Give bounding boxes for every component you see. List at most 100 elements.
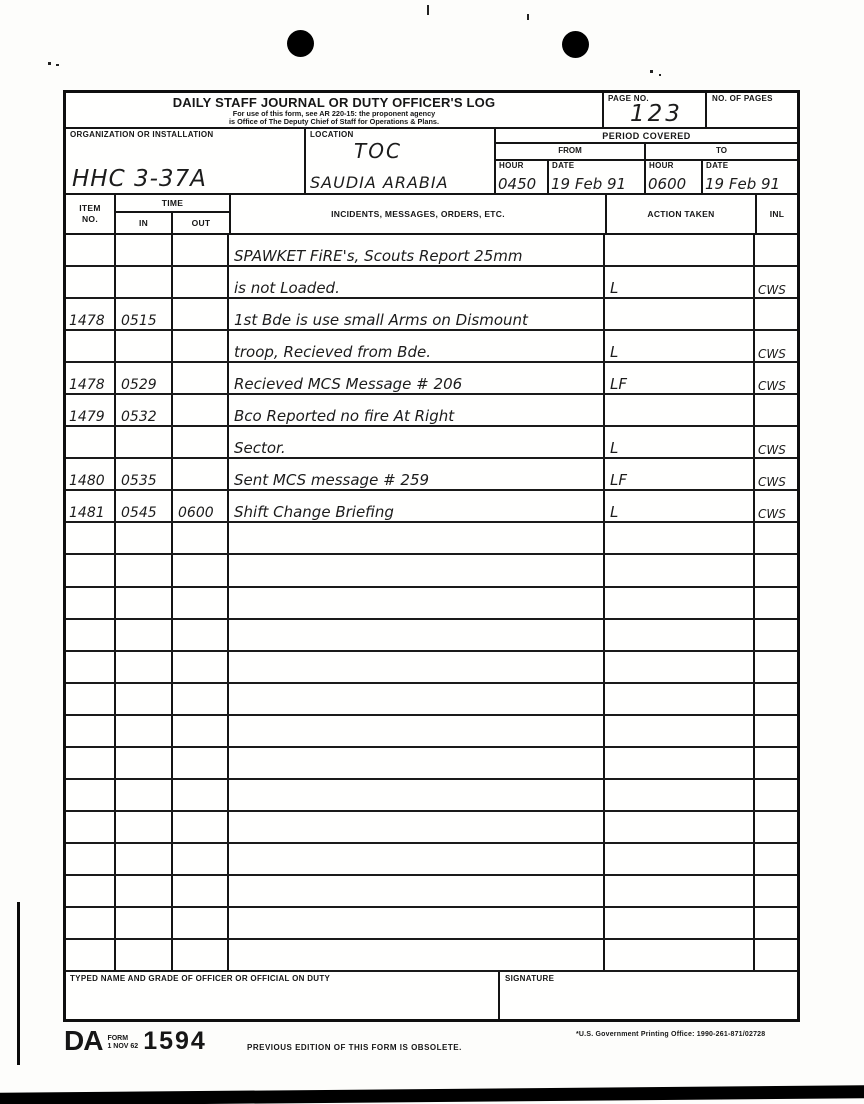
incidents-header: INCIDENTS, MESSAGES, ORDERS, ETC.: [231, 195, 607, 233]
location-label: LOCATION: [310, 130, 354, 139]
journal-cell-action: L: [605, 267, 755, 298]
journal-cell-incident: [229, 683, 605, 714]
time-in-header: IN: [116, 213, 173, 233]
journal-cell-time-in: 0535: [116, 459, 173, 490]
location-cell: LOCATION TOC SAUDIA ARABIA: [306, 129, 496, 193]
scan-speck: [427, 5, 429, 15]
obsolete-note: PREVIOUS EDITION OF THIS FORM IS OBSOLET…: [247, 1043, 462, 1052]
form-word: FORM: [107, 1035, 129, 1042]
journal-cell-item-no: [66, 683, 116, 714]
time-header: TIME IN OUT: [116, 195, 231, 233]
journal-cell-time-in: [116, 811, 173, 842]
journal-cell-initials: CWS: [758, 443, 786, 458]
journal-cell-time-in: [116, 427, 173, 458]
time-header-label: TIME: [116, 195, 229, 213]
org-location-period-row: ORGANIZATION OR INSTALLATION HHC 3-37A L…: [66, 129, 797, 195]
journal-cell-time-in: [116, 587, 173, 618]
journal-cell-time-in: [116, 875, 173, 906]
journal-cell-initials: [755, 812, 797, 842]
journal-row: 1481 0545 0600 Shift Change Briefing L C…: [66, 491, 797, 524]
journal-row: [66, 779, 797, 812]
journal-cell-item-no: 1478: [66, 299, 116, 330]
journal-cell-time-in: [116, 779, 173, 810]
journal-cell-initials: CWS: [758, 379, 786, 394]
journal-row: is not Loaded. L CWS: [66, 267, 797, 300]
journal-row: [66, 715, 797, 748]
gpo-print-note: *U.S. Government Printing Office: 1990-2…: [576, 1031, 766, 1038]
form-edition-block: FORM 1 NOV 62: [107, 1035, 138, 1050]
hole-punch-right-icon: [562, 31, 589, 58]
signature-label: SIGNATURE: [505, 974, 555, 983]
journal-cell-action: [605, 683, 755, 714]
journal-cell-initials: [755, 908, 797, 938]
journal-cell-initials: [755, 588, 797, 618]
journal-cell-item-no: [66, 555, 116, 586]
journal-cell-item-no: [66, 651, 116, 682]
journal-cell-item-no: 1481: [66, 491, 116, 522]
journal-cell-time-in: [116, 683, 173, 714]
da-abbrev: DA: [64, 1025, 103, 1056]
initials-header: INL: [769, 209, 785, 219]
journal-row: [66, 619, 797, 652]
journal-cell-initials: CWS: [758, 283, 786, 298]
journal-cell-time-out: [173, 811, 229, 842]
journal-cell-time-out: [173, 459, 229, 490]
journal-cell-time-out: [173, 235, 229, 266]
journal-cell-incident: [229, 811, 605, 842]
journal-cell-incident: Shift Change Briefing: [229, 491, 605, 522]
journal-cell-item-no: [66, 235, 116, 266]
to-date-value: 19 Feb 91: [705, 175, 781, 193]
journal-cell-initials: [755, 395, 797, 425]
scan-streak-left: [17, 902, 20, 1065]
journal-cell-item-no: [66, 331, 116, 362]
form-edition-date: 1 NOV 62: [107, 1042, 139, 1050]
journal-cell-time-in: [116, 940, 173, 971]
from-date-value: 19 Feb 91: [551, 175, 627, 193]
journal-cell-action: [605, 555, 755, 586]
journal-cell-item-no: 1478: [66, 363, 116, 394]
journal-cell-time-out: [173, 779, 229, 810]
journal-cell-time-in: [116, 651, 173, 682]
organization-value: HHC 3-37A: [72, 166, 207, 192]
page-no-value: 123: [630, 101, 683, 127]
journal-cell-time-out: [173, 875, 229, 906]
journal-row: 1480 0535 Sent MCS message # 259 LF CWS: [66, 459, 797, 492]
journal-cell-incident: Bco Reported no fire At Right: [229, 395, 605, 426]
da-form-1594: DAILY STAFF JOURNAL OR DUTY OFFICER'S LO…: [63, 90, 800, 1022]
journal-cell-action: L: [605, 331, 755, 362]
from-hour-label: HOUR: [499, 161, 524, 170]
form-subtitle-line1: For use of this form, see AR 220-15: the…: [232, 109, 436, 118]
journal-cell-time-out: [173, 267, 229, 298]
journal-cell-initials: [755, 940, 797, 970]
item-no-header-line2: NO.: [81, 214, 98, 224]
journal-cell-item-no: [66, 587, 116, 618]
journal-cell-initials: [755, 523, 797, 553]
journal-cell-time-in: [116, 619, 173, 650]
journal-cell-item-no: [66, 940, 116, 971]
journal-cell-initials: [755, 235, 797, 265]
journal-cell-action: [605, 619, 755, 650]
journal-cell-time-in: [116, 907, 173, 939]
journal-cell-action: [605, 651, 755, 682]
form-subtitle-line2: is Office of The Deputy Chief of Staff f…: [228, 117, 439, 127]
journal-row: [66, 683, 797, 716]
journal-cell-incident: [229, 875, 605, 906]
period-covered-cell: PERIOD COVERED FROM TO HOUR 0450 DATE 19…: [496, 129, 797, 193]
journal-cell-time-out: [173, 395, 229, 426]
from-label: FROM: [496, 144, 646, 159]
journal-cell-incident: [229, 555, 605, 586]
scan-speck: [659, 74, 661, 76]
journal-cell-action: [605, 715, 755, 746]
journal-cell-initials: [755, 555, 797, 585]
journal-cell-item-no: [66, 843, 116, 874]
journal-cell-action: [605, 907, 755, 939]
journal-cell-time-out: [173, 587, 229, 618]
no-of-pages-cell: NO. OF PAGES: [707, 93, 797, 127]
journal-cell-time-in: 0532: [116, 395, 173, 426]
journal-cell-initials: CWS: [758, 347, 786, 362]
journal-cell-action: [605, 843, 755, 874]
journal-cell-incident: [229, 587, 605, 618]
journal-row: [66, 843, 797, 876]
to-date-label: DATE: [706, 161, 729, 170]
journal-cell-action: [605, 395, 755, 426]
